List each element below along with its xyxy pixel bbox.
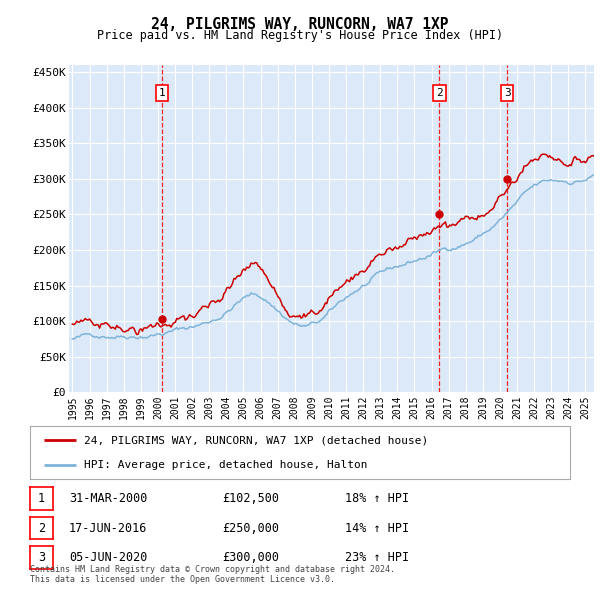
Text: 1: 1 [38,492,45,505]
Text: 05-JUN-2020: 05-JUN-2020 [69,551,148,564]
Text: 24, PILGRIMS WAY, RUNCORN, WA7 1XP (detached house): 24, PILGRIMS WAY, RUNCORN, WA7 1XP (deta… [84,435,428,445]
Text: 18% ↑ HPI: 18% ↑ HPI [345,492,409,505]
Text: 2: 2 [436,88,443,98]
Text: £102,500: £102,500 [222,492,279,505]
Text: 2: 2 [38,522,45,535]
Text: 23% ↑ HPI: 23% ↑ HPI [345,551,409,564]
Text: 31-MAR-2000: 31-MAR-2000 [69,492,148,505]
Text: Contains HM Land Registry data © Crown copyright and database right 2024.
This d: Contains HM Land Registry data © Crown c… [30,565,395,584]
Text: 1: 1 [159,88,166,98]
Text: 3: 3 [504,88,511,98]
Text: 3: 3 [38,551,45,564]
Text: £300,000: £300,000 [222,551,279,564]
Text: Price paid vs. HM Land Registry's House Price Index (HPI): Price paid vs. HM Land Registry's House … [97,30,503,42]
Text: 14% ↑ HPI: 14% ↑ HPI [345,522,409,535]
Text: HPI: Average price, detached house, Halton: HPI: Average price, detached house, Halt… [84,460,367,470]
Text: 17-JUN-2016: 17-JUN-2016 [69,522,148,535]
Text: 24, PILGRIMS WAY, RUNCORN, WA7 1XP: 24, PILGRIMS WAY, RUNCORN, WA7 1XP [151,17,449,31]
Text: £250,000: £250,000 [222,522,279,535]
